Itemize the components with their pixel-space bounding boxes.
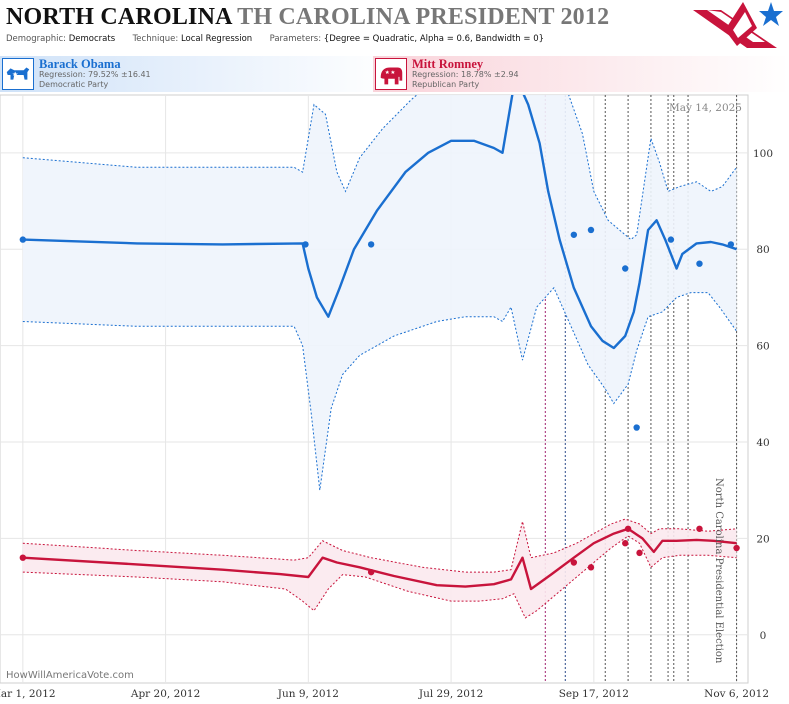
mitt-romney-poll-point — [19, 554, 27, 561]
mitt-romney-poll-point — [622, 540, 629, 547]
barack-obama-poll-point — [302, 241, 309, 248]
barack-obama-upper-bound — [22, 95, 738, 241]
x-tick-label: Sep 17, 2012 — [559, 688, 629, 700]
y-tick-label: 80 — [756, 244, 769, 256]
obama-name: Barack Obama — [39, 57, 121, 71]
mitt-romney-poll-point — [624, 525, 632, 532]
x-tick-label: Nov 6, 2012 — [704, 688, 769, 700]
mitt-romney-poll-point — [367, 568, 375, 576]
demographic-value: Democrats — [68, 34, 116, 44]
x-tick-label: Jun 9, 2012 — [277, 688, 339, 700]
y-tick-label: 60 — [756, 341, 769, 353]
chart-parameters: Demographic: Democrats Technique: Local … — [6, 34, 544, 44]
mitt-romney-poll-point — [570, 559, 578, 566]
obama-regression: Regression: 79.52% ±16.41 — [39, 70, 151, 79]
parameters-value: {Degree = Quadratic, Alpha = 0.6, Bandwi… — [323, 34, 545, 44]
elephant-icon — [375, 58, 407, 90]
site-credit: HowWillAmericaVote.com — [6, 670, 134, 681]
mitt-romney-poll-point — [636, 549, 643, 557]
y-tick-label: 0 — [760, 630, 767, 642]
romney-party: Republican Party — [412, 80, 480, 89]
x-tick-label: Jul 29, 2012 — [418, 688, 483, 700]
date-stamp: May 14, 2025 — [669, 102, 742, 114]
mitt-romney-upper-bound — [22, 518, 737, 573]
mitt-romney-poll-point — [733, 544, 740, 552]
barack-obama-poll-point — [633, 424, 640, 431]
legend-romney: Mitt Romney Regression: 18.78% ±2.94 Rep… — [373, 56, 789, 92]
y-tick-label: 100 — [753, 148, 773, 160]
mitt-romney-poll-point — [696, 525, 703, 532]
mitt-romney-poll-point — [587, 564, 595, 571]
barack-obama-lower-bound — [22, 286, 738, 491]
mitt-romney-lower-bound — [22, 535, 737, 619]
barack-obama-poll-point — [367, 241, 375, 248]
barack-obama-confidence-band — [22, 95, 737, 491]
barack-obama-poll-point — [622, 265, 629, 272]
race-subtitle: TH CAROLINA PRESIDENT 2012 — [237, 4, 610, 30]
mitt-romney-regression-line — [22, 527, 737, 591]
y-tick-label: 40 — [756, 437, 769, 449]
barack-obama-poll-point — [696, 260, 703, 267]
election-label: North Carolina Presidential Election — [713, 478, 724, 664]
barack-obama-poll-point — [587, 226, 595, 234]
site-logo-icon — [693, 2, 783, 48]
state-name: NORTH CAROLINA — [6, 4, 232, 30]
legend-obama: Barack Obama Regression: 79.52% ±16.41 D… — [0, 56, 394, 92]
barack-obama-poll-point — [570, 231, 578, 238]
mitt-romney-confidence-band — [22, 519, 737, 618]
x-tick-label: Mar 1, 2012 — [0, 688, 56, 700]
chart-axes: Mar 1, 2012 Apr 20, 2012 Jun 9, 2012 Jul 29… — [0, 148, 773, 700]
demographic-label: Demographic: — [6, 34, 67, 44]
donkey-icon — [2, 58, 34, 90]
barack-obama-poll-point — [667, 236, 675, 243]
x-tick-label: Apr 20, 2012 — [130, 688, 200, 700]
y-tick-label: 20 — [756, 533, 769, 545]
page-title: NORTH CAROLINA TH CAROLINA PRESIDENT 201… — [6, 4, 609, 31]
parameters-label: Parameters: — [269, 34, 322, 44]
chart-header: NORTH CAROLINA TH CAROLINA PRESIDENT 201… — [0, 0, 789, 52]
technique-label: Technique: — [132, 34, 179, 44]
romney-name: Mitt Romney — [412, 57, 484, 71]
barack-obama-poll-point — [727, 241, 735, 248]
obama-party: Democratic Party — [39, 80, 109, 89]
romney-regression: Regression: 18.78% ±2.94 — [412, 70, 519, 79]
barack-obama-poll-point — [19, 236, 27, 243]
technique-value: Local Regression — [180, 34, 253, 44]
barack-obama-regression-line — [22, 95, 737, 350]
chart-series — [19, 95, 740, 619]
